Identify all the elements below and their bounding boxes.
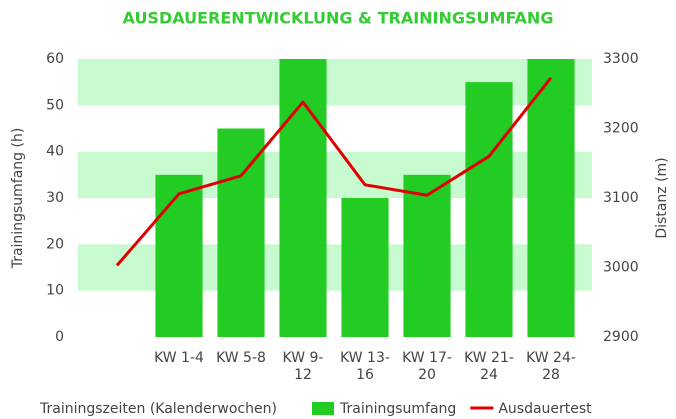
y-axis-label: Trainingsumfang (h) xyxy=(10,128,26,270)
legend-swatch xyxy=(312,402,334,415)
grid-band xyxy=(78,59,592,106)
x-axis-label: Trainingszeiten (Kalenderwochen) xyxy=(39,401,277,417)
x-tick-label: KW 24-28 xyxy=(526,350,576,383)
x-tick-label: KW 13-16 xyxy=(340,350,390,383)
x-tick-label: KW 5-8 xyxy=(216,350,266,366)
x-tick-label: KW 9-12 xyxy=(282,350,324,383)
grid-band xyxy=(78,151,592,198)
y-tick-label: 0 xyxy=(55,329,64,345)
line xyxy=(115,76,553,267)
y2-axis-label: Distanz (m) xyxy=(654,157,670,238)
y-tick-label: 50 xyxy=(46,97,64,113)
bar xyxy=(527,59,575,337)
x-tick-label: KW 1-4 xyxy=(154,350,204,366)
y2-tick-label: 3300 xyxy=(603,51,639,67)
y-tick-label: 40 xyxy=(46,144,64,160)
x-tick-label: KW 21-24 xyxy=(464,350,514,383)
grid-band xyxy=(78,244,592,291)
bar xyxy=(403,174,451,337)
legend-label: Trainingsumfang xyxy=(339,401,456,417)
x-tick-label: KW 17-20 xyxy=(402,350,452,383)
y-tick-label: 30 xyxy=(46,190,64,206)
y2-tick-label: 3000 xyxy=(603,260,639,276)
y-tick-label: 20 xyxy=(46,236,64,252)
chart-title: AUSDAUERENTWICKLUNG & TRAININGSUMFANG xyxy=(123,9,554,28)
y2-tick-label: 3100 xyxy=(603,190,639,206)
y2-tick-label: 3200 xyxy=(603,121,639,137)
bar xyxy=(217,128,265,337)
legend-label: Ausdauertest xyxy=(498,401,592,417)
bar xyxy=(465,82,513,338)
y-tick-label: 10 xyxy=(46,283,64,299)
y2-tick-label: 2900 xyxy=(603,329,639,345)
bar xyxy=(341,198,389,337)
y-tick-label: 60 xyxy=(46,51,64,67)
bar xyxy=(155,174,203,337)
bar xyxy=(279,59,327,337)
